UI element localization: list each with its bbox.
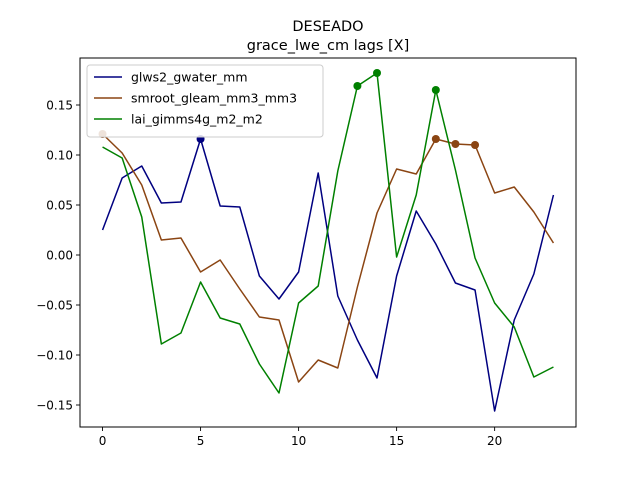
y-tick-label: 0.05 — [46, 198, 73, 212]
series-1-marker — [431, 135, 440, 143]
plot-frame — [79, 57, 577, 428]
y-tick-label: −0.10 — [36, 348, 73, 362]
legend-label: glws2_gwater_mm — [131, 70, 248, 85]
series-2-marker — [353, 82, 362, 90]
series-2-marker — [431, 86, 440, 94]
x-axis: 0 5 10 15 20 — [99, 427, 502, 448]
x-tick-label: 15 — [389, 434, 404, 448]
legend-box — [86, 64, 324, 138]
series-line-1 — [102, 133, 555, 383]
chart-subtitle: grace_lwe_cm lags [X] — [247, 38, 410, 54]
y-tick-label: 0.10 — [46, 148, 73, 162]
x-tick-label: 20 — [487, 434, 502, 448]
x-tick-label: 0 — [99, 434, 107, 448]
x-tick-label: 5 — [197, 434, 205, 448]
legend-label: lai_gimms4g_m2_m2 — [131, 112, 263, 127]
legend: glws2_gwater_mm smroot_gleam_mm3_mm3 lai_g… — [86, 64, 324, 138]
x-tick-label: 10 — [291, 434, 306, 448]
chart-title: DESEADO — [292, 19, 363, 35]
y-tick-label: 0.00 — [46, 248, 73, 262]
series-2-marker — [373, 69, 382, 77]
series-line-2 — [102, 72, 554, 394]
series-1-marker — [471, 141, 480, 149]
y-tick-label: −0.15 — [36, 398, 73, 412]
y-tick-label: −0.05 — [36, 298, 73, 312]
y-tick-label: 0.15 — [46, 98, 73, 112]
y-axis: −0.15 −0.10 −0.05 0.00 0.05 0.10 0.15 — [36, 98, 80, 412]
series-1-marker — [451, 140, 460, 148]
series-line-0 — [101, 138, 555, 412]
legend-label: smroot_gleam_mm3_mm3 — [131, 91, 297, 106]
